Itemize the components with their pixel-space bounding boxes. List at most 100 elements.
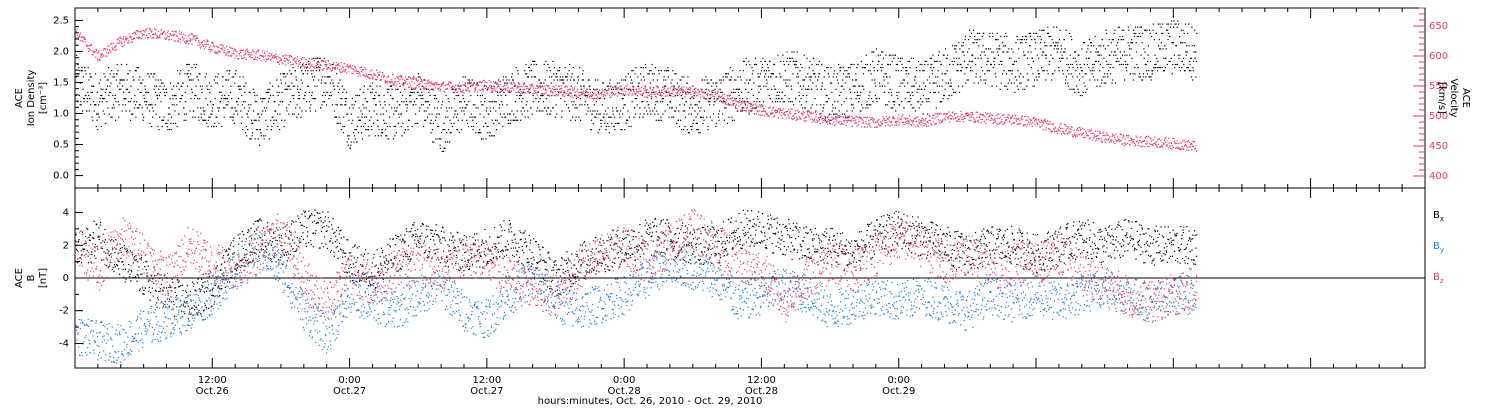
ion-density-point (327, 76, 329, 78)
ion-density-point (1045, 57, 1047, 59)
ion-density-point (291, 82, 293, 84)
ion-density-point (328, 76, 330, 78)
ion-density-point (634, 107, 636, 109)
ion-density-point (1075, 60, 1077, 62)
velocity-point (359, 73, 361, 75)
ion-density-point (711, 119, 713, 121)
velocity-point (262, 56, 265, 58)
ion-density-point (95, 73, 97, 75)
ion-density-point (885, 73, 887, 75)
ion-density-point (112, 94, 114, 97)
ion-density-point (781, 91, 784, 93)
ion-density-point (732, 91, 735, 93)
ion-density-point (461, 107, 464, 109)
velocity-point (268, 55, 270, 58)
ion-density-point (1031, 39, 1033, 41)
ion-density-point (1144, 51, 1146, 53)
ion-density-point (1091, 42, 1093, 44)
ion-density-point (489, 107, 491, 109)
ion-density-point (860, 91, 862, 93)
ion-density-point (1179, 35, 1181, 38)
velocity-point (580, 92, 582, 94)
velocity-point (372, 77, 374, 79)
ion-density-point (455, 110, 457, 112)
ion-density-point (883, 76, 885, 78)
velocity-point (764, 110, 766, 112)
velocity-point (374, 78, 376, 80)
ion-density-point (1141, 42, 1143, 44)
velocity-point (189, 34, 191, 36)
ion-density-point (147, 73, 149, 75)
ion-density-point (1038, 73, 1040, 75)
ion-density-point (621, 129, 623, 131)
ion-density-point (336, 122, 338, 124)
ion-density-point (164, 91, 166, 93)
ion-density-point (1013, 60, 1016, 62)
velocity-point (430, 81, 432, 83)
ion-density-point (193, 110, 195, 112)
velocity-point (773, 116, 775, 118)
ion-density-point (85, 94, 87, 97)
ion-density-point (114, 94, 116, 97)
ion-density-point (353, 104, 355, 106)
ion-density-point (162, 88, 164, 90)
ion-density-point (928, 98, 930, 100)
ion-density-point (657, 113, 659, 115)
velocity-point (77, 37, 79, 39)
ion-density-point (742, 70, 744, 72)
velocity-point (333, 67, 336, 69)
velocity-point (137, 30, 139, 32)
velocity-point (101, 53, 103, 55)
ion-density-point (1047, 32, 1050, 34)
velocity-point (307, 67, 309, 69)
ion-density-point (1045, 79, 1047, 81)
velocity-point (649, 86, 651, 88)
ion-density-point (167, 129, 169, 131)
velocity-point (212, 44, 215, 46)
ion-density-point (643, 113, 645, 115)
velocity-point (173, 35, 175, 37)
velocity-point (698, 91, 700, 93)
ion-density-point (593, 104, 595, 106)
ion-density-point (773, 85, 775, 87)
ion-density-point (446, 132, 448, 134)
ion-density-point (282, 73, 284, 75)
ion-density-point (960, 63, 962, 66)
velocity-point (179, 33, 181, 35)
velocity-point (527, 87, 529, 89)
velocity-point (190, 40, 192, 42)
velocity-point (469, 90, 471, 92)
velocity-point (833, 118, 835, 120)
ion-density-point (1046, 70, 1048, 72)
velocity-point (306, 65, 308, 67)
velocity-point (187, 35, 189, 37)
ion-density-point (149, 110, 151, 112)
ion-density-point (1106, 32, 1108, 34)
velocity-point (87, 45, 89, 47)
velocity-point (198, 42, 200, 44)
ion-density-point (399, 85, 401, 87)
ion-density-point (126, 79, 128, 81)
velocity-point (897, 117, 899, 119)
ion-density-point (291, 113, 294, 115)
velocity-point (601, 94, 603, 96)
ion-density-point (296, 88, 299, 90)
ion-density-point (222, 85, 224, 87)
ion-density-point (470, 113, 472, 115)
velocity-point (806, 110, 808, 113)
ion-density-point (1171, 20, 1173, 22)
ion-density-point (320, 107, 322, 109)
ion-density-point (247, 116, 249, 118)
velocity-point (623, 88, 625, 90)
ion-density-point (1097, 51, 1099, 53)
ion-density-point (126, 88, 129, 90)
velocity-point (697, 89, 699, 91)
velocity-point (416, 84, 418, 87)
ion-density-point (209, 116, 211, 118)
ion-density-point (292, 67, 294, 69)
velocity-point (838, 122, 840, 124)
velocity-point (402, 78, 404, 80)
ion-density-point (693, 88, 696, 90)
ion-density-point (577, 76, 579, 78)
ion-density-point (590, 129, 592, 131)
